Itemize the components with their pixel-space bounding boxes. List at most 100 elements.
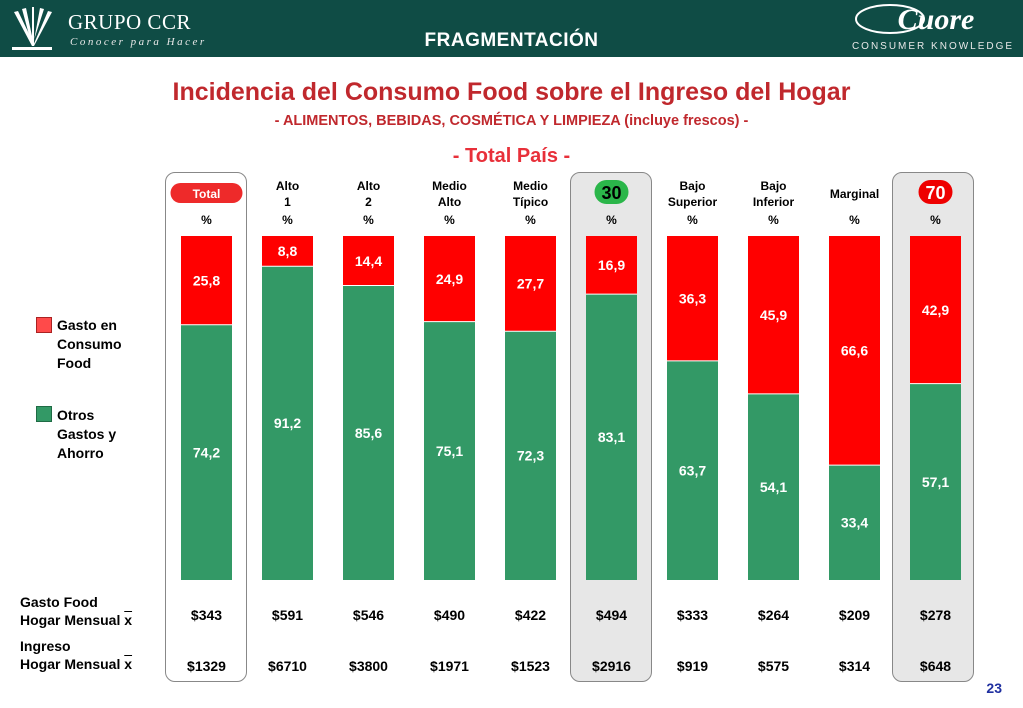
ingreso-value: $1329 — [187, 658, 226, 674]
data-label-food: 27,7 — [517, 276, 544, 292]
data-label-food: 16,9 — [598, 257, 625, 273]
section-title: FRAGMENTACIÓN — [424, 30, 599, 51]
legend-food-swatch — [36, 317, 52, 333]
bar-other — [424, 321, 475, 580]
mean-symbol: x — [124, 612, 133, 628]
gasto-value: $278 — [920, 607, 951, 623]
legend-food-label: Gasto en Consumo Food — [57, 316, 122, 373]
unit-label: % — [849, 213, 860, 227]
bar-other — [829, 465, 880, 580]
chart-scope: - Total País - — [452, 145, 571, 167]
category-label: Bajo — [679, 179, 705, 193]
ingreso-value: $1971 — [430, 658, 469, 674]
legend-other-line: Gastos y — [57, 426, 117, 442]
mean-symbol: x — [124, 656, 133, 672]
row-label-ingreso-line1: Ingreso — [20, 638, 71, 654]
bar-other — [748, 393, 799, 580]
ingreso-value: $1523 — [511, 658, 550, 674]
gasto-value: $209 — [839, 607, 870, 623]
category-label: Superior — [668, 195, 718, 209]
gasto-value: $343 — [191, 607, 222, 623]
category-label: Alto — [276, 179, 299, 193]
data-label-food: 36,3 — [679, 290, 706, 306]
bar-other — [181, 324, 232, 580]
unit-label: % — [930, 213, 941, 227]
data-label-other: 85,6 — [355, 425, 382, 441]
row-label-ingreso-text: Hogar Mensual — [20, 656, 121, 672]
row-label-ingreso: Ingreso Hogar Mensual x — [20, 637, 132, 673]
category-label: 70 — [925, 183, 945, 203]
category-label: Típico — [513, 195, 548, 209]
bar-other — [586, 294, 637, 580]
unit-label: % — [282, 213, 293, 227]
brand-left-name: GRUPO CCR — [68, 10, 191, 34]
row-label-gasto-text: Hogar Mensual — [20, 612, 121, 628]
bar-food — [262, 236, 313, 267]
unit-label: % — [525, 213, 536, 227]
gasto-value: $591 — [272, 607, 303, 623]
row-label-gasto-line1: Gasto Food — [20, 594, 98, 610]
data-label-food: 14,4 — [355, 253, 382, 269]
gasto-value: $422 — [515, 607, 546, 623]
total-badge — [170, 183, 243, 203]
bar-food — [424, 236, 475, 322]
ingreso-value: $314 — [839, 658, 870, 674]
header-bar: GRUPO CCR Conocer para Hacer FRAGMENTACI… — [0, 0, 1023, 57]
bar-other — [505, 331, 556, 580]
chart-subtitle: - ALIMENTOS, BEBIDAS, COSMÉTICA Y LIMPIE… — [274, 113, 749, 129]
row-label-gasto: Gasto Food Hogar Mensual x — [20, 593, 132, 629]
category-label: Inferior — [753, 195, 795, 209]
ingreso-value: $3800 — [349, 658, 388, 674]
ingreso-value: $6710 — [268, 658, 307, 674]
bar-food — [667, 236, 718, 361]
data-label-other: 91,2 — [274, 415, 301, 431]
bar-food — [343, 236, 394, 286]
bar-other — [343, 285, 394, 580]
category-label: Medio — [432, 179, 467, 193]
data-label-food: 66,6 — [841, 343, 868, 359]
data-label-other: 74,2 — [193, 444, 220, 460]
legend-food-line: Consumo — [57, 336, 122, 352]
bar-food — [505, 236, 556, 332]
brand-right-tagline: CONSUMER KNOWLEDGE — [851, 41, 1015, 52]
ccr-logo-icon — [8, 6, 56, 52]
category-label: 1 — [284, 195, 291, 209]
gasto-value: $494 — [596, 607, 627, 623]
legend-food-line: Gasto en — [57, 317, 117, 333]
cuore-logo-icon: Cuore — [855, 3, 975, 36]
unit-label: % — [363, 213, 374, 227]
unit-label: % — [444, 213, 455, 227]
bar-food — [829, 236, 880, 466]
row-label-ingreso-line2: Hogar Mensual x — [20, 655, 132, 673]
data-label-food: 25,8 — [193, 272, 220, 288]
bar-other — [262, 266, 313, 580]
data-label-other: 83,1 — [598, 429, 625, 445]
data-label-food: 45,9 — [760, 307, 787, 323]
category-label: Medio — [513, 179, 548, 193]
badge-30 — [594, 180, 629, 204]
page-number: 23 — [986, 680, 1002, 696]
gasto-value: $264 — [758, 607, 789, 623]
brand-left-tagline: Conocer para Hacer — [70, 36, 207, 48]
category-label: 2 — [365, 195, 372, 209]
category-label: Total — [193, 187, 221, 201]
unit-label: % — [606, 213, 617, 227]
category-label: 30 — [601, 183, 621, 203]
ingreso-value: $648 — [920, 658, 951, 674]
badge-70 — [918, 180, 953, 204]
bar-food — [586, 236, 637, 295]
unit-label: % — [201, 213, 212, 227]
legend-other-label: Otros Gastos y Ahorro — [57, 406, 116, 463]
data-label-food: 42,9 — [922, 302, 949, 318]
brand-right-name: Cuore — [898, 3, 975, 36]
bar-other — [667, 360, 718, 580]
category-label: Alto — [357, 179, 380, 193]
bar-food — [910, 236, 961, 384]
data-label-other: 75,1 — [436, 443, 463, 459]
category-label: Marginal — [830, 187, 879, 201]
data-label-other: 33,4 — [841, 515, 868, 531]
unit-label: % — [687, 213, 698, 227]
legend-food-line: Food — [57, 355, 92, 371]
bar-food — [748, 236, 799, 394]
